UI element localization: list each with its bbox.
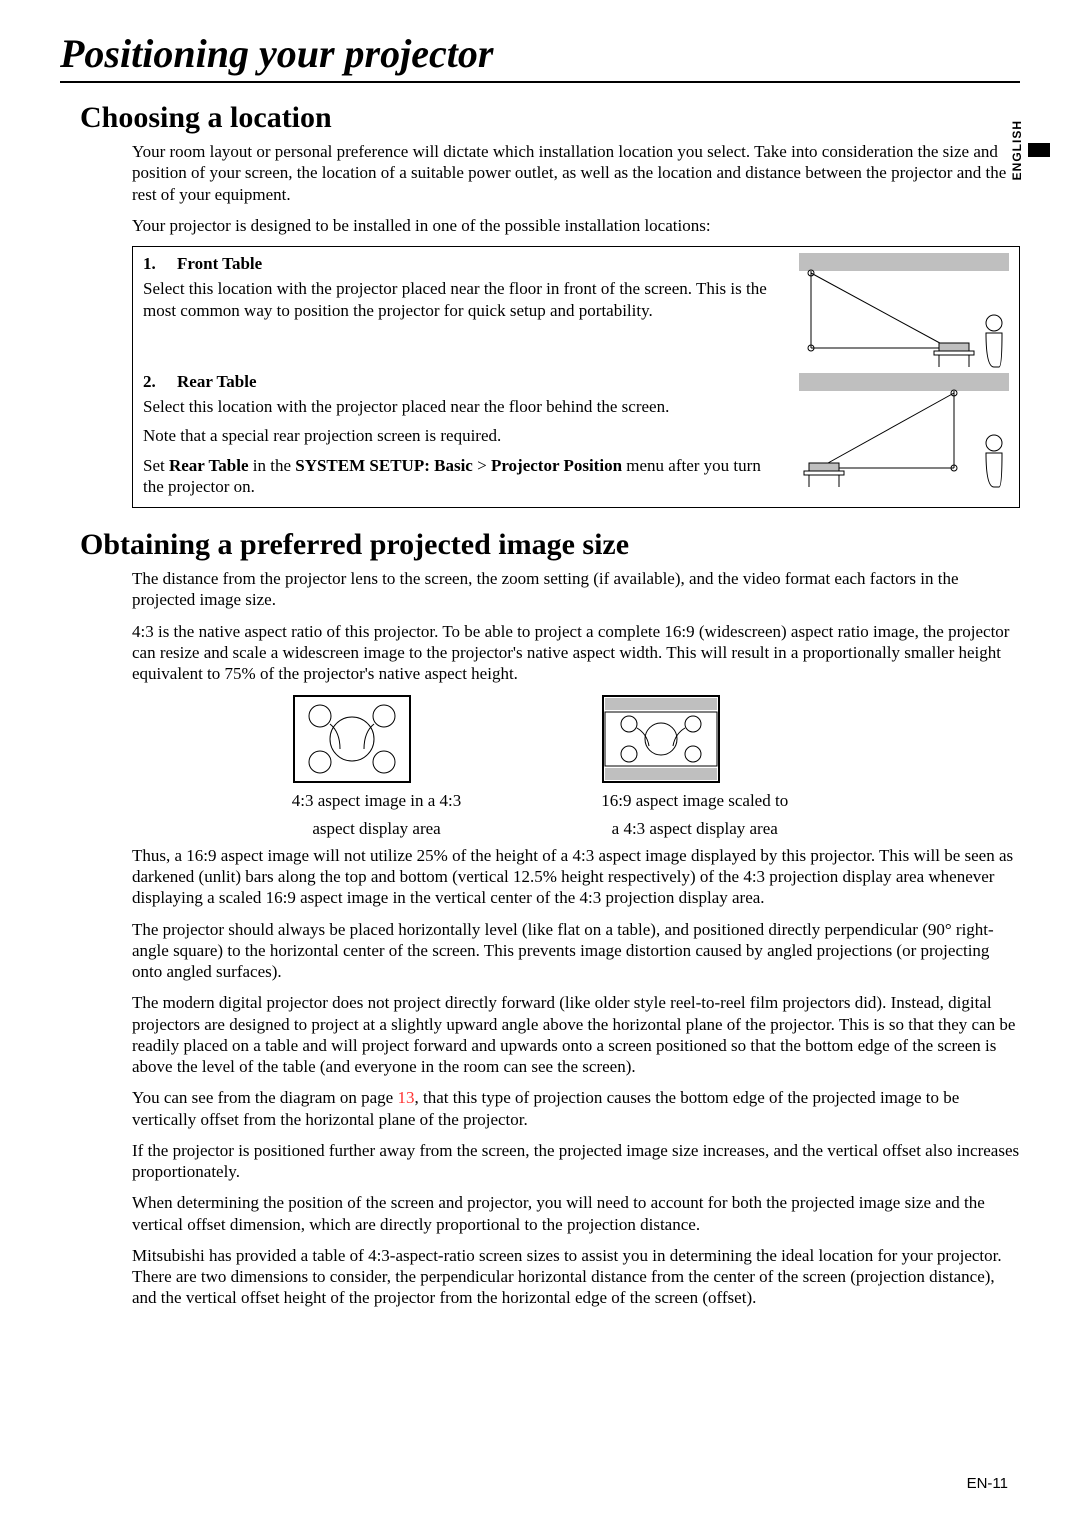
heading-choosing-location: Choosing a location: [80, 101, 1020, 135]
paragraph: Your room layout or personal preference …: [132, 141, 1020, 205]
language-tab-label: ENGLISH: [1010, 120, 1024, 180]
language-tab: ENGLISH: [1010, 120, 1050, 180]
text-span: Set: [143, 456, 169, 475]
paragraph: 4:3 is the native aspect ratio of this p…: [132, 621, 1020, 685]
install-description: Select this location with the projector …: [143, 278, 783, 321]
install-line: Select this location with the projector …: [143, 396, 783, 417]
aspect-4-3-icon: [292, 694, 412, 784]
paragraph: Mitsubishi has provided a table of 4:3-a…: [132, 1245, 1020, 1309]
aspect-16-9: 16:9 aspect image scaled to a 4:3 aspect…: [601, 694, 788, 839]
aspect-16-9-icon: [601, 694, 721, 784]
aspect-caption-line: a 4:3 aspect display area: [601, 818, 788, 839]
paragraph: The modern digital projector does not pr…: [132, 992, 1020, 1077]
page-number: EN-11: [967, 1475, 1008, 1492]
paragraph: If the projector is positioned further a…: [132, 1140, 1020, 1183]
text-bold: Rear Table: [169, 456, 249, 475]
install-line: Note that a special rear projection scre…: [143, 425, 783, 446]
paragraph: When determining the position of the scr…: [132, 1192, 1020, 1235]
install-line: Set Rear Table in the SYSTEM SETUP: Basi…: [143, 455, 783, 498]
paragraph: Your projector is designed to be install…: [132, 215, 1020, 236]
install-text: 1. Front Table Select this location with…: [143, 253, 783, 497]
paragraph: The distance from the projector lens to …: [132, 568, 1020, 611]
aspect-4-3: 4:3 aspect image in a 4:3 aspect display…: [292, 694, 461, 839]
page-title: Positioning your projector: [60, 30, 1020, 83]
paragraph: The projector should always be placed ho…: [132, 919, 1020, 983]
aspect-caption-line: 16:9 aspect image scaled to: [601, 790, 788, 811]
install-number: 1.: [143, 254, 156, 273]
rear-table-diagram-icon: [799, 373, 1009, 493]
text-bold: SYSTEM SETUP: Basic: [295, 456, 473, 475]
install-title: Front Table: [177, 254, 262, 273]
aspect-caption-line: 4:3 aspect image in a 4:3: [292, 790, 461, 811]
page-link[interactable]: 13: [397, 1088, 414, 1107]
heading-image-size: Obtaining a preferred projected image si…: [80, 528, 1020, 562]
install-diagrams: [799, 253, 1009, 493]
install-row-front-table: 1. Front Table Select this location with…: [143, 253, 1009, 497]
text-span: >: [473, 456, 491, 475]
text-bold: Projector Position: [491, 456, 622, 475]
install-number: 2.: [143, 372, 156, 391]
text-span: in the: [249, 456, 296, 475]
paragraph: You can see from the diagram on page 13,…: [132, 1087, 1020, 1130]
paragraph: Thus, a 16:9 aspect image will not utili…: [132, 845, 1020, 909]
installation-locations-box: 1. Front Table Select this location with…: [132, 246, 1020, 508]
aspect-ratio-diagrams: 4:3 aspect image in a 4:3 aspect display…: [60, 694, 1020, 839]
language-tab-marker: [1028, 143, 1050, 157]
install-title: Rear Table: [177, 372, 257, 391]
front-table-diagram-icon: [799, 253, 1009, 373]
text-span: You can see from the diagram on page: [132, 1088, 397, 1107]
aspect-caption-line: aspect display area: [292, 818, 461, 839]
